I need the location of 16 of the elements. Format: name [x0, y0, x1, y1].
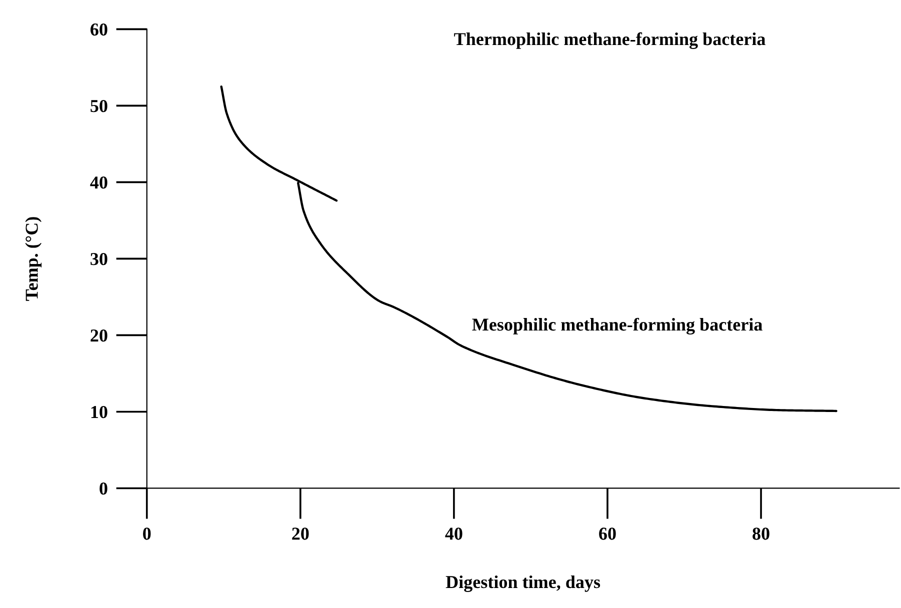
- y-tick-label: 10: [91, 406, 108, 418]
- y-tick-label: 60: [90, 23, 108, 36]
- x-tick-label: 60: [599, 528, 616, 540]
- y-tick-label: 40: [90, 176, 108, 189]
- y-axis-title: Temp. (°C): [25, 217, 42, 301]
- y-tick-label: 30: [90, 252, 108, 266]
- y-tick-label: 50: [90, 100, 108, 112]
- annotation: Thermophilic methane-forming bacteria: [454, 32, 766, 50]
- y-tick-label: 20: [90, 329, 108, 342]
- x-tick-label: 20: [292, 528, 309, 540]
- y-tick-label: 0: [100, 482, 108, 495]
- x-tick-label: 40: [445, 528, 462, 540]
- annotation: Mesophilic methane-forming bacteria: [472, 318, 762, 335]
- x-tick-label: 80: [752, 528, 770, 540]
- x-tick-label: 0: [143, 528, 151, 540]
- x-axis-title: Digestion time, days: [446, 575, 600, 592]
